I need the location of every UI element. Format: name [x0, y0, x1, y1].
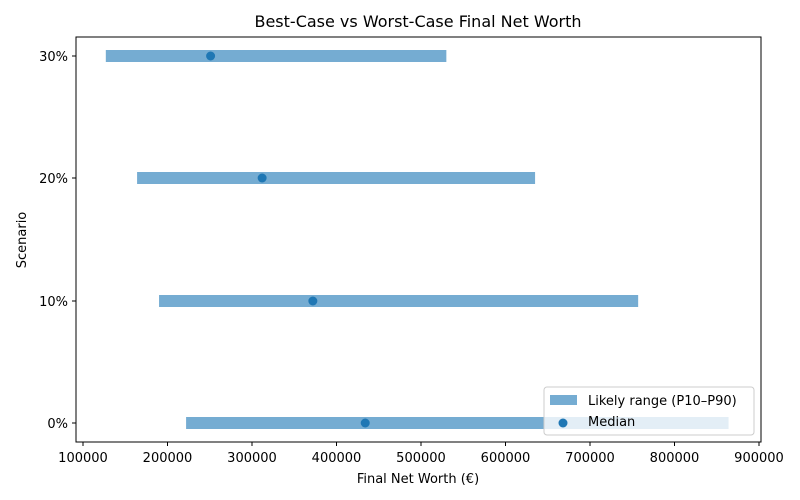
median-point-20pct [257, 173, 267, 183]
x-tick-label: 200000 [143, 451, 193, 466]
legend-label-range: Likely range (P10–P90) [588, 394, 737, 409]
plot-area [105, 50, 729, 429]
x-tick-label: 600000 [481, 451, 531, 466]
y-tick-label: 10% [39, 295, 68, 310]
axes-frame [75, 36, 762, 443]
median-point-0pct [360, 418, 370, 428]
x-tick-label: 700000 [565, 451, 615, 466]
y-tick-label: 20% [39, 172, 68, 187]
legend: Likely range (P10–P90) Median [543, 386, 755, 436]
x-axis-label: Final Net Worth (€) [357, 472, 479, 487]
chart-title: Best-Case vs Worst-Case Final Net Worth [254, 12, 581, 31]
x-tick-label: 900000 [734, 451, 784, 466]
x-tick-label: 100000 [58, 451, 108, 466]
x-axis: 100000 200000 300000 400000 500000 600000 7000… [58, 442, 784, 466]
range-bar-20pct [137, 172, 536, 184]
x-tick-label: 500000 [396, 451, 446, 466]
y-tick-label: 0% [47, 417, 68, 432]
median-point-10pct [308, 296, 318, 306]
legend-box [543, 386, 755, 436]
legend-label-median: Median [588, 415, 635, 430]
x-tick-label: 300000 [227, 451, 277, 466]
y-tick-label: 30% [39, 50, 68, 65]
y-axis: 0% 10% 20% 30% [39, 50, 76, 432]
range-bar-30pct [105, 50, 447, 62]
range-bar-10pct [159, 295, 639, 307]
legend-median-dot [558, 418, 568, 428]
legend-range-swatch [550, 395, 577, 405]
median-point-30pct [206, 51, 216, 61]
y-axis-label: Scenario [15, 212, 30, 269]
x-tick-label: 400000 [312, 451, 362, 466]
x-tick-label: 800000 [650, 451, 700, 466]
